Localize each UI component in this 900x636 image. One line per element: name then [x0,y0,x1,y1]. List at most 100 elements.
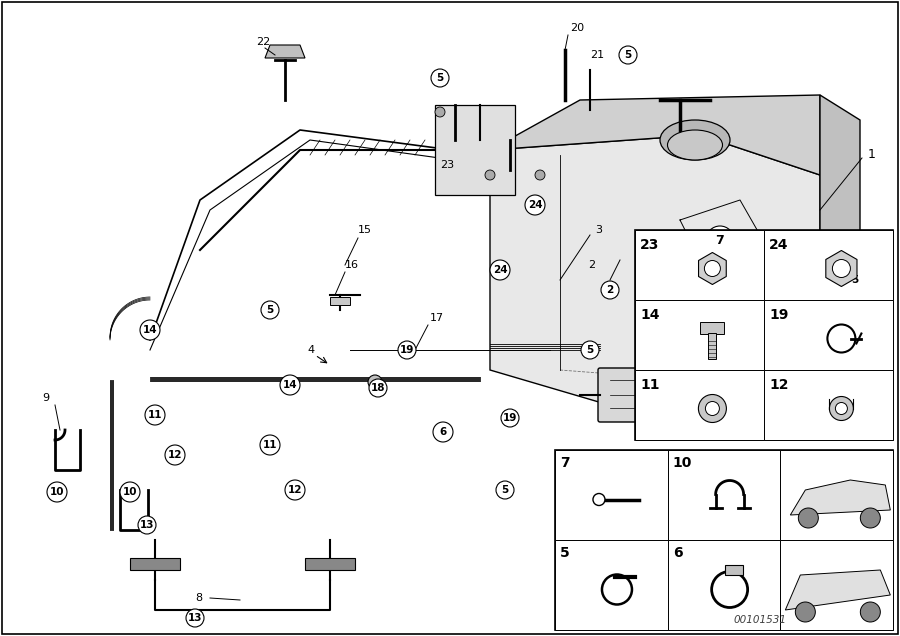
Circle shape [260,435,280,455]
Ellipse shape [660,120,730,160]
Circle shape [145,405,165,425]
Bar [555,450,893,630]
Text: 24: 24 [769,238,788,252]
Text: 19: 19 [769,308,788,322]
Circle shape [798,508,818,528]
Text: 20: 20 [570,23,584,33]
Circle shape [705,261,720,277]
Text: 11: 11 [148,410,162,420]
Text: 24: 24 [527,200,543,210]
Text: 12: 12 [769,378,788,392]
Circle shape [285,480,305,500]
Text: 7: 7 [716,233,724,247]
Ellipse shape [668,130,723,160]
Circle shape [525,195,545,215]
Text: 5: 5 [436,73,444,83]
Circle shape [698,394,726,422]
Text: 10: 10 [50,487,64,497]
Text: 15: 15 [358,225,372,235]
Polygon shape [490,95,820,175]
Text: 5: 5 [560,546,570,560]
Circle shape [186,609,204,627]
Text: 14: 14 [143,325,157,335]
Bar [435,105,515,195]
Text: 24: 24 [492,265,508,275]
Polygon shape [790,480,890,515]
Text: 16: 16 [345,260,359,270]
Circle shape [165,445,185,465]
Text: 10: 10 [122,487,137,497]
Text: 2: 2 [607,285,614,295]
Polygon shape [698,252,726,284]
Text: 10: 10 [672,456,692,470]
Text: 19: 19 [400,345,414,355]
Text: 00101531: 00101531 [734,615,787,625]
Text: 5: 5 [587,345,594,355]
Circle shape [140,320,160,340]
Text: 7: 7 [560,456,570,470]
Circle shape [280,375,300,395]
Circle shape [706,401,719,415]
Bar [635,230,764,300]
Bar [305,558,355,570]
Text: 21: 21 [590,50,604,60]
Circle shape [535,170,545,180]
Bar [130,558,180,570]
Circle shape [435,107,445,117]
Text: 13: 13 [188,613,202,623]
Text: 2: 2 [588,260,595,270]
FancyBboxPatch shape [598,368,682,422]
Bar [555,450,668,540]
Text: 12: 12 [288,485,302,495]
Text: 5: 5 [501,485,508,495]
Text: 5: 5 [625,50,632,60]
Circle shape [830,396,853,420]
Polygon shape [820,95,860,330]
Circle shape [601,281,619,299]
Circle shape [860,508,880,528]
Bar [764,300,893,370]
Text: 6: 6 [439,427,446,437]
Circle shape [431,69,449,87]
Text: 13: 13 [140,520,154,530]
Bar [330,297,350,305]
Circle shape [832,259,850,277]
Circle shape [501,409,519,427]
Text: 11: 11 [640,378,660,392]
Text: 12: 12 [167,450,182,460]
Circle shape [846,271,864,289]
Text: 11: 11 [263,440,277,450]
Text: 6: 6 [672,546,682,560]
Circle shape [796,602,815,622]
Polygon shape [826,251,857,286]
Bar [635,230,893,440]
Text: 3: 3 [595,225,602,235]
Circle shape [433,422,453,442]
Circle shape [261,301,279,319]
Bar [555,540,668,630]
Bar [724,565,742,574]
Text: 14: 14 [640,308,660,322]
Circle shape [593,494,605,506]
Bar [780,450,893,540]
Text: 22: 22 [256,37,270,47]
Circle shape [706,226,734,254]
Text: 4: 4 [307,345,314,355]
Bar [668,450,780,540]
Circle shape [496,481,514,499]
Circle shape [368,375,382,389]
Text: 19: 19 [503,413,517,423]
Circle shape [581,341,599,359]
Bar [764,230,893,300]
Circle shape [485,170,495,180]
Text: 17: 17 [430,313,444,323]
Text: 5: 5 [851,275,859,285]
Text: 23: 23 [440,160,454,170]
Circle shape [398,341,416,359]
Circle shape [369,379,387,397]
Bar [780,540,893,630]
Circle shape [860,602,880,622]
Polygon shape [265,45,305,58]
Bar [700,322,725,333]
Bar [635,300,764,370]
